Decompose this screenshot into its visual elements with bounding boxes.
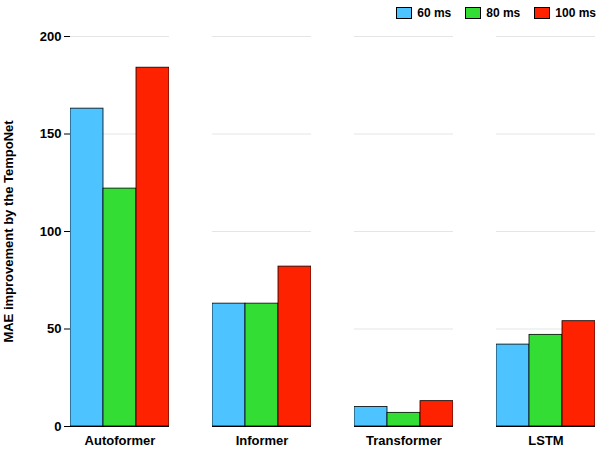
html-text:80 ms: 80 ms: [486, 6, 521, 20]
svg-text:50: 50: [47, 321, 61, 336]
svg-text:Autoformer: Autoformer: [85, 433, 156, 448]
svg-text:Informer: Informer: [236, 433, 289, 448]
svg-text:MAE improvement by the TempoNe: MAE improvement by the TempoNet: [1, 120, 16, 343]
html-text:60 ms: 60 ms: [417, 6, 452, 20]
svg-text:200: 200: [40, 29, 62, 44]
svg-text:100: 100: [40, 224, 62, 239]
html-text:100 ms: 100 ms: [555, 6, 596, 20]
svg-text:0: 0: [54, 419, 61, 434]
svg-text:LSTM: LSTM: [528, 433, 563, 448]
svg-text:150: 150: [40, 126, 62, 141]
svg-text:Transformer: Transformer: [366, 433, 442, 448]
